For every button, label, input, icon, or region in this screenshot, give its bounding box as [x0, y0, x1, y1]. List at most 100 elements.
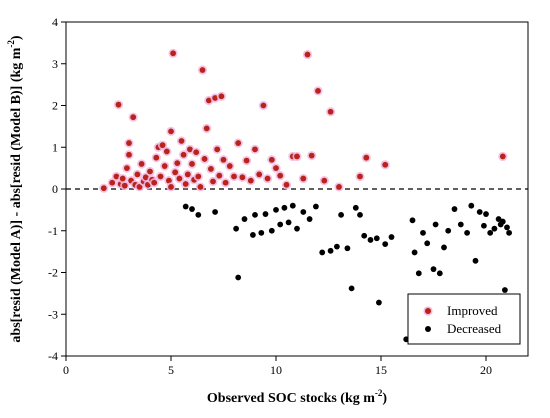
point-decreased: [281, 204, 288, 211]
point-improved: [273, 165, 279, 172]
point-decreased: [411, 249, 418, 256]
point-improved: [178, 138, 185, 144]
point-improved: [124, 165, 130, 172]
point-decreased: [212, 209, 219, 215]
point-improved: [100, 185, 107, 192]
point-decreased: [294, 225, 300, 232]
point-decreased: [436, 270, 443, 277]
point-decreased: [268, 227, 275, 234]
point-improved: [222, 179, 229, 186]
point-decreased: [252, 211, 258, 218]
point-improved: [193, 149, 200, 156]
y-tick-label: 4: [52, 15, 58, 29]
point-decreased: [441, 244, 447, 251]
point-decreased: [338, 211, 344, 218]
point-decreased: [361, 232, 368, 239]
point-decreased: [357, 211, 363, 218]
point-decreased: [445, 227, 452, 234]
point-improved: [214, 146, 221, 153]
point-decreased: [483, 211, 489, 217]
point-improved: [166, 177, 172, 184]
point-improved: [220, 156, 227, 163]
point-improved: [243, 157, 250, 164]
point-improved: [180, 151, 187, 158]
point-improved: [157, 173, 164, 180]
point-improved: [115, 101, 122, 108]
point-improved: [499, 153, 506, 160]
point-improved: [226, 163, 233, 169]
x-tick-label: 5: [168, 363, 174, 377]
point-decreased: [319, 249, 326, 256]
point-improved: [239, 174, 246, 181]
point-improved: [203, 125, 210, 132]
point-improved: [357, 173, 363, 180]
point-improved: [151, 179, 158, 186]
point-improved: [315, 87, 321, 94]
point-decreased: [430, 266, 437, 273]
legend-label-improved: Improved: [447, 303, 498, 318]
point-decreased: [258, 229, 265, 236]
x-tick-label: 15: [375, 363, 387, 377]
point-decreased: [235, 274, 242, 281]
point-improved: [187, 146, 193, 153]
x-tick-label: 20: [480, 363, 492, 377]
point-improved: [119, 175, 126, 182]
point-decreased: [504, 224, 510, 231]
point-decreased: [451, 206, 458, 212]
point-improved: [170, 50, 177, 57]
point-improved: [182, 181, 189, 187]
point-improved: [264, 175, 271, 182]
point-improved: [199, 67, 206, 73]
point-improved: [283, 181, 290, 188]
point-decreased: [233, 225, 240, 232]
y-tick-label: 1: [52, 140, 58, 154]
y-tick-label: -1: [48, 224, 58, 238]
point-decreased: [241, 216, 248, 222]
point-improved: [294, 153, 300, 160]
y-tick-label: -3: [48, 307, 58, 321]
point-decreased: [262, 211, 269, 217]
point-improved: [168, 128, 174, 135]
point-decreased: [373, 235, 380, 242]
point-improved: [208, 166, 214, 172]
point-decreased: [420, 229, 426, 236]
point-improved: [231, 173, 237, 180]
point-decreased: [495, 216, 502, 222]
y-tick-label: 2: [52, 99, 58, 113]
point-improved: [336, 184, 342, 190]
point-improved: [247, 177, 254, 184]
point-improved: [197, 184, 204, 190]
point-decreased: [409, 217, 416, 224]
point-decreased: [313, 203, 319, 210]
point-improved: [161, 163, 168, 169]
legend-marker-decreased: [425, 326, 431, 332]
legend-label-decreased: Decreased: [447, 321, 502, 336]
point-improved: [300, 175, 307, 182]
point-decreased: [189, 206, 195, 212]
point-decreased: [367, 237, 374, 243]
point-decreased: [289, 202, 296, 209]
point-improved: [256, 171, 263, 178]
point-improved: [134, 171, 141, 178]
point-improved: [277, 172, 284, 179]
point-decreased: [424, 240, 431, 247]
point-improved: [136, 184, 143, 190]
point-improved: [268, 156, 275, 163]
point-decreased: [457, 221, 464, 228]
point-improved: [126, 151, 132, 158]
y-tick-label: 3: [52, 57, 58, 71]
point-improved: [130, 114, 137, 121]
point-improved: [308, 152, 315, 159]
point-improved: [184, 171, 191, 178]
point-decreased: [334, 243, 340, 250]
point-decreased: [506, 229, 512, 236]
point-decreased: [376, 299, 382, 306]
point-improved: [172, 169, 179, 176]
y-tick-label: 0: [52, 182, 58, 196]
point-improved: [205, 97, 212, 104]
point-improved: [163, 148, 170, 155]
point-decreased: [348, 285, 355, 292]
point-decreased: [327, 247, 334, 254]
point-improved: [382, 161, 389, 168]
